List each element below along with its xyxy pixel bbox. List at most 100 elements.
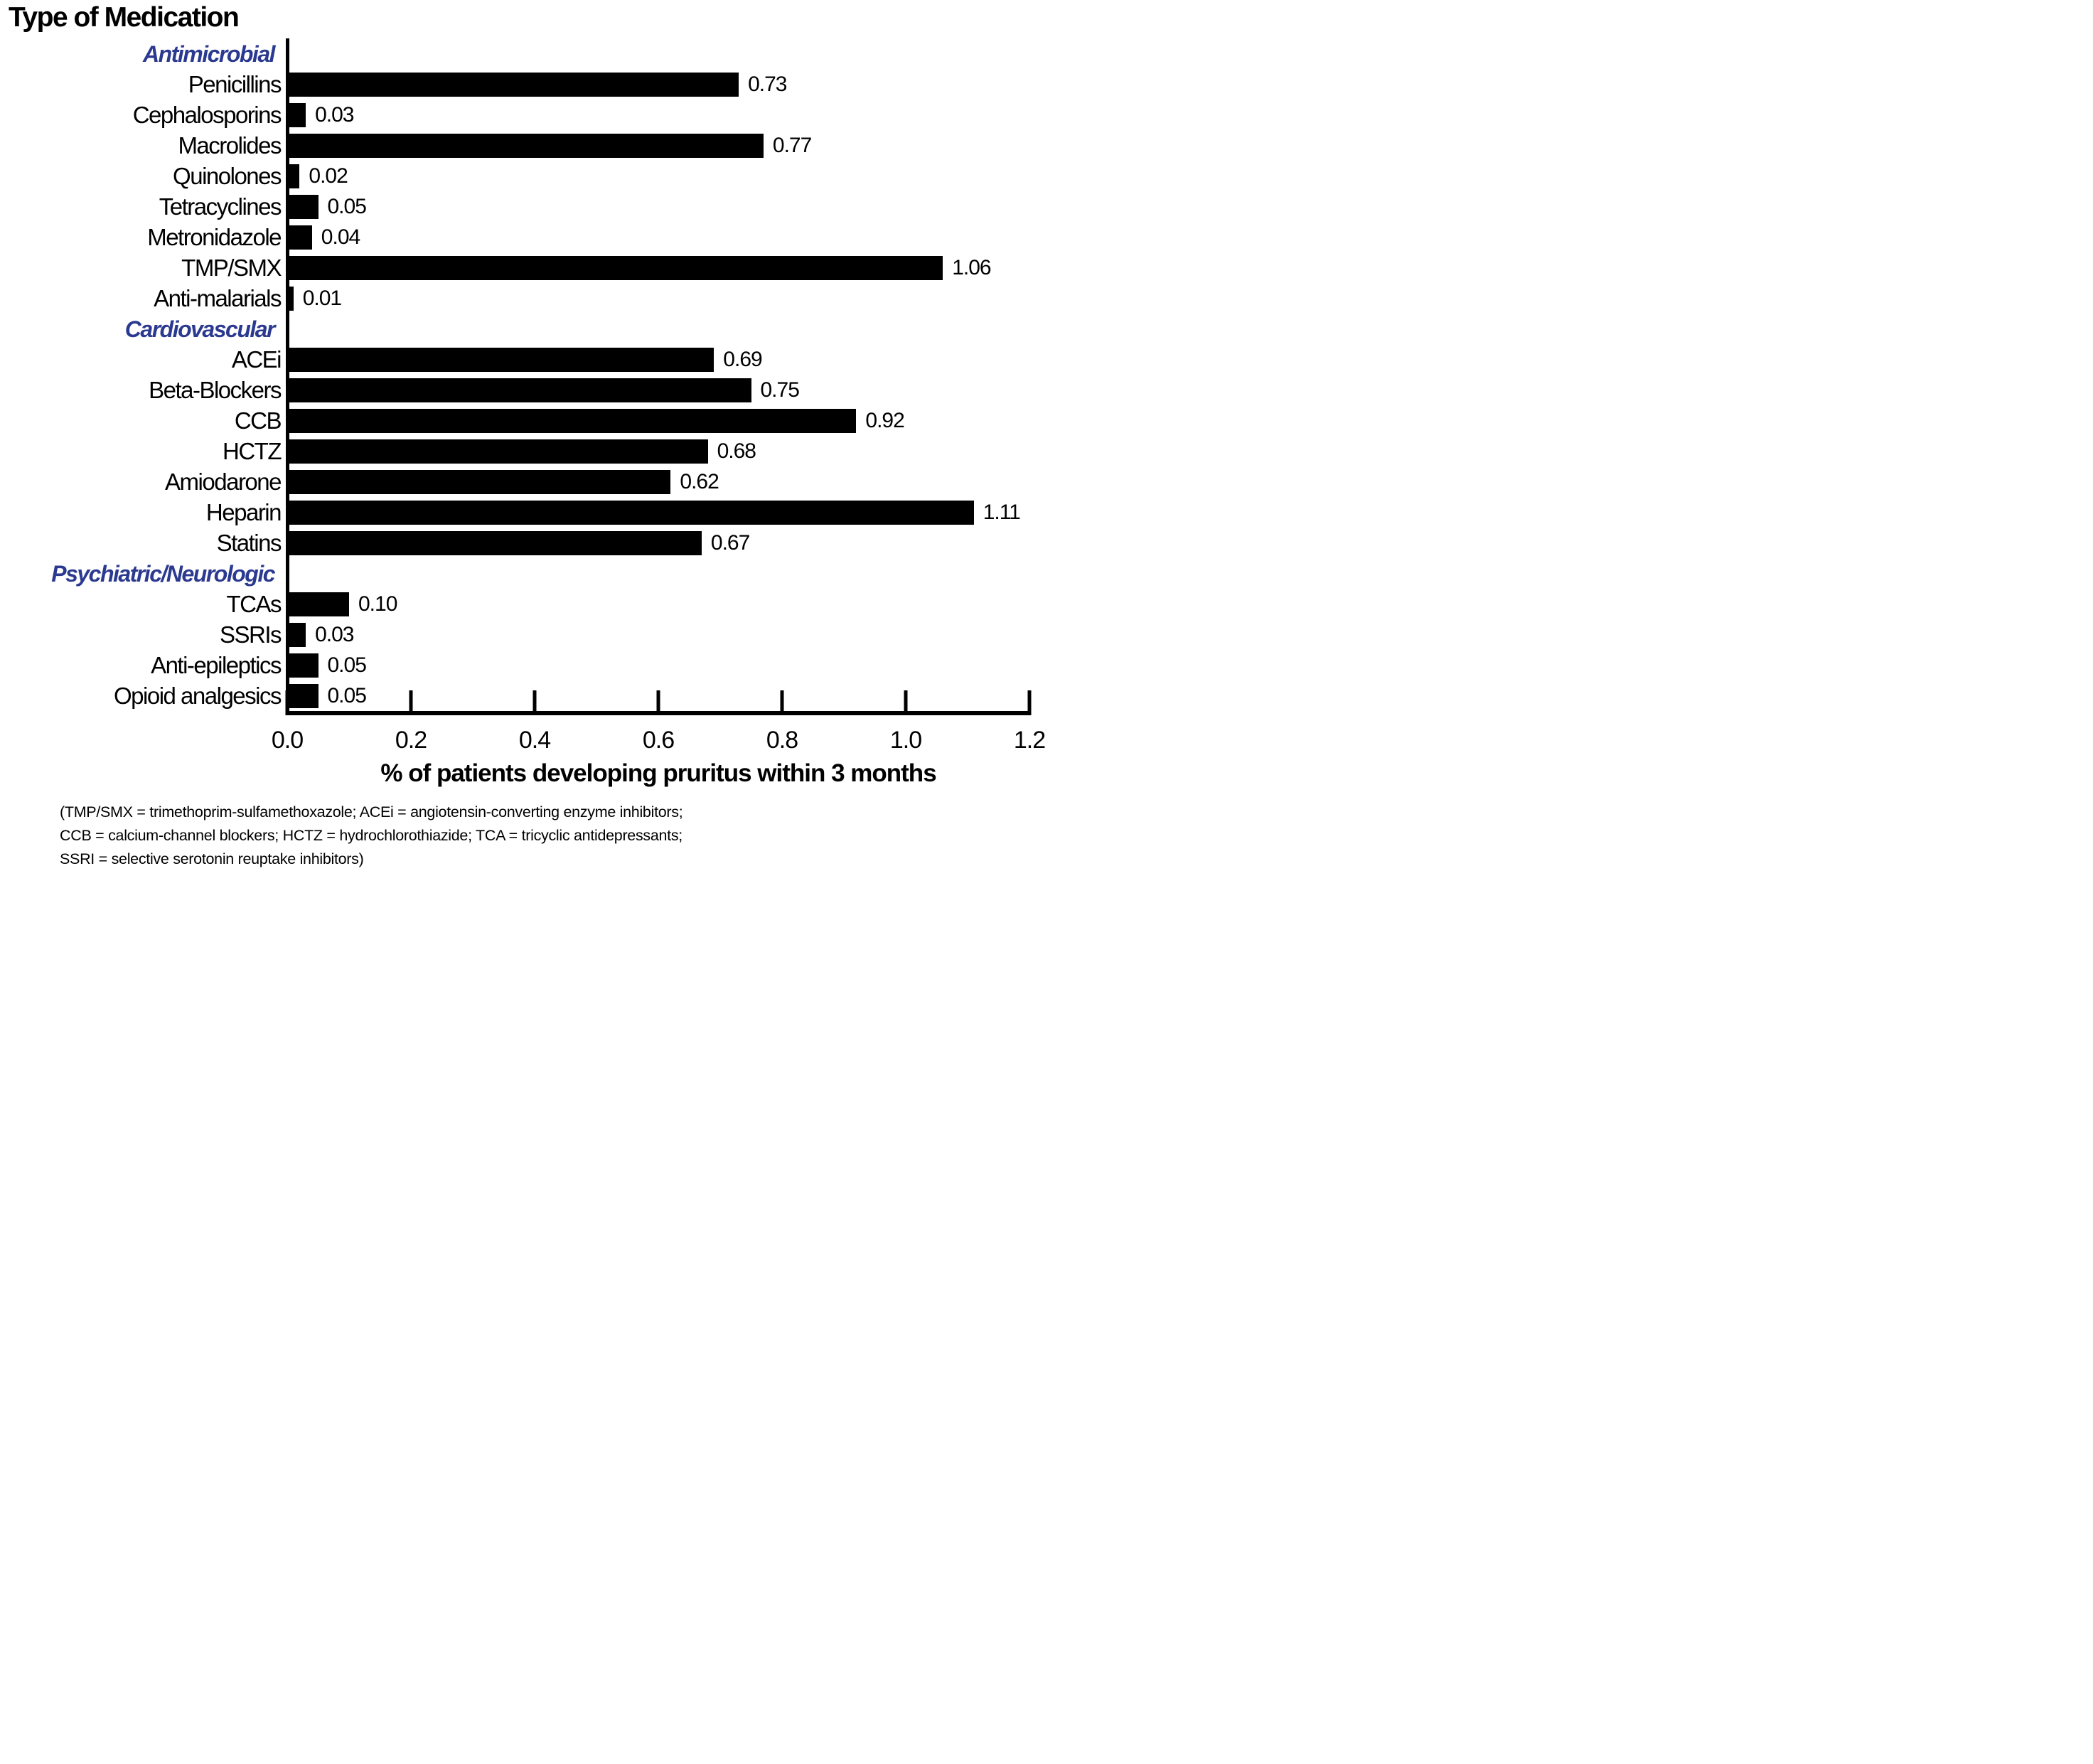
group-header-label: Cardiovascular [124, 316, 276, 342]
bar [287, 72, 739, 97]
bar [287, 683, 318, 708]
value-label: 0.67 [710, 530, 750, 555]
x-tick [656, 690, 660, 715]
value-label: 1.11 [983, 500, 1021, 524]
bar-track: 0.02 [287, 161, 1029, 191]
category-label: Macrolides [178, 132, 282, 159]
x-tick-label: 0.6 [642, 727, 675, 754]
bar [287, 102, 306, 127]
value-label: 0.02 [309, 164, 348, 188]
bar-track: 1.11 [287, 497, 1029, 528]
bar [287, 469, 671, 494]
value-label: 0.05 [327, 194, 367, 218]
bar [287, 225, 312, 250]
category-label: Anti-epileptics [151, 652, 282, 678]
bar-row: Beta-Blockers 0.75 [0, 375, 1029, 405]
value-label: 0.73 [748, 72, 787, 96]
bar [287, 194, 318, 219]
bar-row: Anti-malarials 0.01 [0, 283, 1029, 314]
category-label: Heparin [205, 499, 282, 525]
value-label: 0.10 [358, 592, 397, 616]
category-label: Quinolones [173, 163, 282, 189]
bar [287, 347, 714, 372]
bar [287, 378, 751, 402]
category-label: Opioid analgesics [114, 683, 282, 709]
bar [287, 653, 318, 678]
group-header-row: Cardiovascular [0, 314, 1029, 344]
value-label: 0.05 [327, 683, 367, 707]
bar [287, 133, 764, 158]
bar [287, 530, 702, 555]
category-label: CCB [234, 407, 282, 434]
bar-row: TCAs 0.10 [0, 589, 1029, 619]
bar-track: 0.69 [287, 344, 1029, 375]
bar-row: Amiodarone 0.62 [0, 466, 1029, 497]
category-label: SSRIs [219, 621, 282, 648]
bar-track: 0.62 [287, 466, 1029, 497]
bar-row: Penicillins 0.73 [0, 69, 1029, 100]
footnote-line: SSRI = selective serotonin reuptake inhi… [60, 850, 364, 867]
bar [287, 408, 857, 433]
bar-row: Opioid analgesics 0.05 [0, 680, 1029, 711]
chart-rows: Antimicrobial Penicillins 0.73 Cephalospori… [0, 38, 1029, 711]
x-tick [285, 690, 289, 715]
bar [287, 286, 294, 311]
bar-row: Macrolides 0.77 [0, 130, 1029, 161]
bar-track: 0.77 [287, 130, 1029, 161]
footnote-line: CCB = calcium-channel blockers; HCTZ = h… [60, 827, 682, 844]
value-label: 0.03 [315, 622, 354, 646]
bar-track: 0.75 [287, 375, 1029, 405]
value-label: 0.03 [315, 102, 354, 127]
x-tick [409, 690, 413, 715]
bar [287, 500, 974, 525]
group-header-plot-spacer [287, 558, 1029, 589]
value-label: 0.69 [723, 347, 762, 371]
figure-page: Type of Medication Antimicrobial Penicill… [0, 0, 1046, 882]
footnote: (TMP/SMX = trimethoprim-sulfamethoxazole… [60, 801, 1046, 871]
x-tick-label: 1.2 [1013, 727, 1046, 754]
bar-track: 0.03 [287, 100, 1029, 130]
bar-track: 0.73 [287, 69, 1029, 100]
group-header-label: Psychiatric/Neurologic [51, 560, 275, 587]
bar-row: TMP/SMX 1.06 [0, 252, 1029, 283]
category-label: TMP/SMX [181, 255, 282, 281]
category-label: Cephalosporins [132, 102, 282, 128]
value-label: 0.01 [302, 286, 342, 310]
bar-row: Metronidazole 0.04 [0, 222, 1029, 252]
value-label: 1.06 [952, 255, 991, 279]
bar-track: 1.06 [287, 252, 1029, 283]
bar-row: Quinolones 0.02 [0, 161, 1029, 191]
category-label: ACEi [231, 346, 282, 373]
bar-track: 0.92 [287, 405, 1029, 436]
x-tick-label: 0.2 [395, 727, 427, 754]
value-label: 0.04 [321, 225, 360, 249]
value-label: 0.75 [760, 378, 800, 402]
x-tick [780, 690, 784, 715]
bar-row: ACEi 0.69 [0, 344, 1029, 375]
value-label: 0.92 [865, 408, 904, 432]
x-tick-label: 0.8 [766, 727, 798, 754]
bar-track: 0.10 [287, 589, 1029, 619]
value-label: 0.77 [772, 133, 812, 157]
x-tick [532, 690, 537, 715]
bar-track: 0.01 [287, 283, 1029, 314]
category-label: Statins [216, 530, 282, 556]
value-label: 0.62 [680, 469, 719, 493]
category-label: Penicillins [188, 71, 282, 97]
group-header-label: Antimicrobial [143, 41, 275, 67]
bar-track: 0.04 [287, 222, 1029, 252]
category-label: Amiodarone [165, 469, 282, 495]
bar-row: CCB 0.92 [0, 405, 1029, 436]
bar [287, 164, 300, 188]
x-tick-label: 0.4 [518, 727, 551, 754]
category-label: Tetracyclines [159, 193, 282, 220]
bar-track: 0.68 [287, 436, 1029, 466]
bar-track: 0.05 [287, 650, 1029, 680]
category-label: TCAs [226, 591, 282, 617]
bar-row: SSRIs 0.03 [0, 619, 1029, 650]
x-tick-label: 1.0 [889, 727, 922, 754]
x-tick [904, 690, 908, 715]
bar-row: Heparin 1.11 [0, 497, 1029, 528]
category-label: Beta-Blockers [149, 377, 282, 403]
value-label: 0.05 [327, 653, 367, 677]
